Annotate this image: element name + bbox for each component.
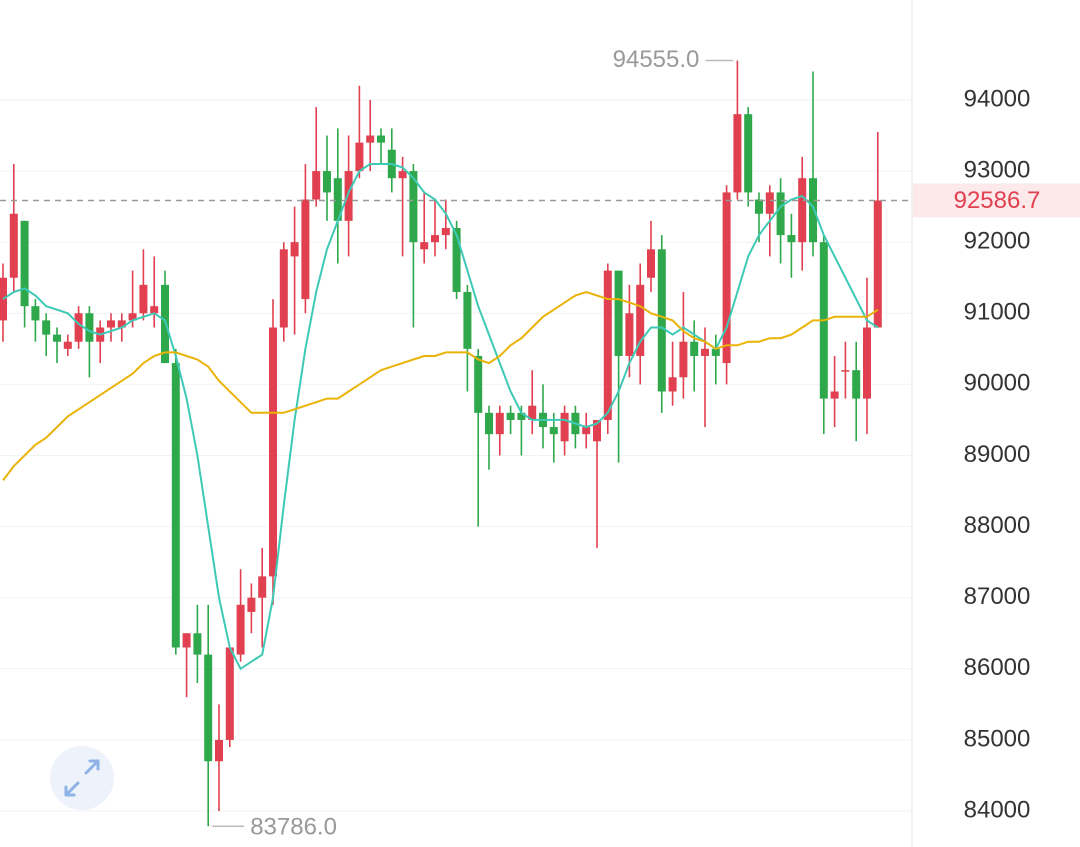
candle-body (420, 242, 429, 250)
candle-body (830, 391, 839, 399)
candle-body (636, 284, 645, 356)
candle-body (798, 178, 807, 243)
candle-body (463, 291, 472, 349)
y-tick-label: 85000 (964, 725, 1031, 752)
candle-body (701, 348, 709, 356)
candle-body (215, 739, 223, 762)
moving-average-line (2, 290, 879, 482)
candle-body (258, 576, 267, 598)
y-tick-label: 93000 (964, 156, 1031, 183)
candle-body (247, 597, 256, 612)
candle-body (344, 171, 353, 221)
y-tick-label: 84000 (964, 796, 1031, 823)
candle-body (161, 284, 169, 364)
expand-button[interactable] (50, 746, 114, 810)
candle-body (809, 178, 817, 243)
candle-body (873, 200, 882, 328)
candle-body (722, 192, 731, 364)
candle-body (355, 142, 364, 172)
candle-body (301, 199, 310, 300)
candle-body (528, 405, 537, 420)
candle-body (841, 370, 850, 372)
y-tick-label: 88000 (964, 512, 1031, 539)
expand-icon[interactable] (64, 759, 100, 797)
last-price-label: 92586.7 (954, 187, 1041, 214)
candle-body (495, 412, 504, 435)
candle-body (506, 412, 515, 420)
candle-body (452, 227, 461, 292)
candle-body (42, 320, 51, 335)
candle-body (171, 363, 180, 648)
candle-body (139, 284, 148, 314)
low-label: 83786.0 (250, 814, 337, 841)
moving-average-line (2, 163, 879, 671)
candle-body (647, 249, 655, 278)
candle-body (323, 171, 331, 193)
candle-body (85, 313, 94, 342)
candle-body (657, 249, 666, 392)
y-tick-label: 86000 (964, 654, 1031, 681)
candle-body (31, 306, 40, 321)
candle-body (290, 242, 299, 257)
candle-body (269, 327, 277, 577)
candle-body (150, 306, 159, 314)
candle-body (366, 135, 375, 143)
candle-body (441, 227, 450, 236)
candle-body (755, 199, 763, 214)
candle-body (787, 235, 796, 243)
candle-body (625, 313, 634, 356)
candle-body (744, 114, 753, 193)
candle-body (485, 412, 493, 435)
candle-body (668, 377, 677, 392)
candle-body (679, 341, 688, 378)
candle-body (9, 213, 18, 278)
candle-body (117, 320, 126, 328)
candle-body (690, 341, 699, 356)
candle-body (63, 341, 72, 349)
expand-bg[interactable] (50, 746, 114, 810)
y-tick-label: 92000 (964, 228, 1031, 255)
candle-body (474, 355, 483, 413)
candle-body (236, 604, 245, 655)
candle-body (765, 192, 774, 214)
candle-body (20, 220, 29, 307)
candle-body (377, 135, 385, 143)
y-tick-label: 90000 (964, 370, 1031, 397)
candle-body (560, 412, 569, 442)
candle-body (225, 647, 234, 740)
candle-body (733, 114, 742, 193)
candle-body (74, 313, 83, 342)
candle-body (409, 171, 418, 243)
candle-body (776, 192, 785, 236)
y-tick-label: 89000 (964, 441, 1031, 468)
candle-body (398, 171, 407, 179)
candle-body (193, 633, 202, 655)
candle-body (128, 313, 137, 321)
candle-body (431, 235, 439, 243)
last-price-box (913, 183, 1080, 218)
candle-body (204, 654, 213, 762)
candle-body (614, 270, 623, 356)
candle-body (279, 249, 288, 328)
candle-body (593, 419, 601, 442)
candle-body (852, 370, 861, 399)
candle-body (182, 633, 191, 648)
candle-body (863, 327, 871, 399)
candle-body (333, 178, 342, 221)
candle-body (107, 320, 115, 328)
candle-body (582, 427, 591, 435)
candle-body (711, 348, 720, 356)
y-tick-label: 87000 (964, 583, 1031, 610)
y-tick-label: 94000 (964, 85, 1031, 112)
candle-body (517, 412, 526, 420)
y-tick-label: 91000 (964, 299, 1031, 326)
candle-body (603, 270, 612, 420)
candle-body (53, 334, 61, 342)
candle-body (312, 171, 321, 200)
high-label: 94555.0 (613, 46, 700, 73)
candle-body (549, 427, 558, 435)
